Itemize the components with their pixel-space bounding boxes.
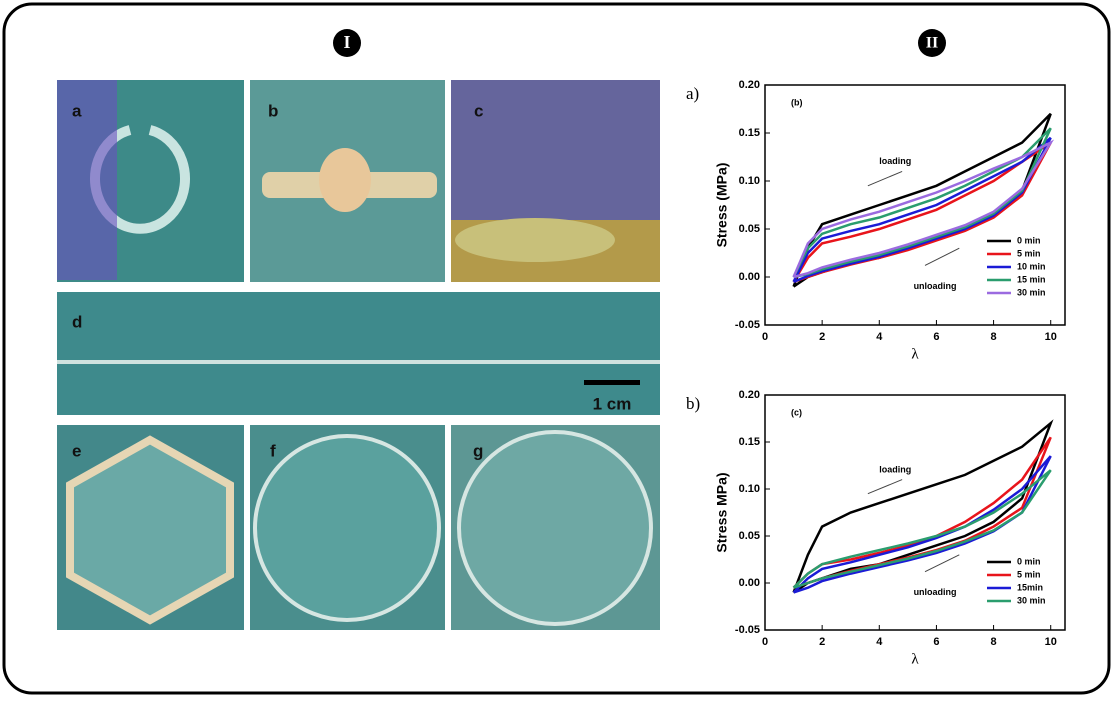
y-tick-label: 0.05 [739, 223, 760, 235]
y-tick-label: 0.15 [739, 127, 760, 139]
x-tick-label: 8 [991, 636, 997, 648]
photo-label: g [473, 441, 483, 460]
scale-bar-label: 1 cm [593, 394, 632, 413]
annotation: unloading [914, 587, 957, 597]
photo-label: d [72, 312, 82, 331]
photo-object [255, 436, 439, 620]
x-tick-label: 0 [762, 636, 768, 648]
legend-label: 30 min [1017, 287, 1046, 297]
x-tick-label: 4 [876, 331, 883, 343]
x-tick-label: 4 [876, 636, 883, 648]
y-tick-label: 0.00 [739, 577, 760, 589]
y-tick-label: -0.05 [735, 624, 760, 636]
y-tick-label: 0.05 [739, 530, 760, 542]
photo-label: b [268, 101, 278, 120]
legend-label: 30 min [1017, 595, 1046, 605]
panel-label: b) [686, 394, 700, 413]
annotation: loading [879, 465, 911, 475]
y-tick-label: -0.05 [735, 319, 760, 331]
glove [57, 80, 117, 280]
x-tick-label: 2 [819, 331, 825, 343]
legend-label: 5 min [1017, 569, 1041, 579]
photo-label: f [270, 441, 276, 460]
y-tick-label: 0.20 [739, 79, 760, 91]
x-tick-label: 2 [819, 636, 825, 648]
x-tick-label: 10 [1045, 636, 1057, 648]
photos: a b c d e f g 1 cm [57, 80, 660, 630]
y-tick-label: 0.10 [739, 175, 760, 187]
section-label: II [926, 35, 938, 52]
x-tick-label: 10 [1045, 331, 1057, 343]
panel-label: a) [686, 84, 699, 103]
figure: I II a b c d e f g 1 cm a) (b) -0.05 0.00 0.… [0, 0, 1113, 697]
photo-object [70, 440, 230, 620]
annotation: unloading [914, 281, 957, 291]
x-tick-label: 8 [991, 331, 997, 343]
photo-label: c [474, 101, 483, 120]
x-tick-label: 0 [762, 331, 768, 343]
legend-label: 0 min [1017, 556, 1041, 566]
x-axis-label: λ [911, 346, 919, 362]
annotation: loading [879, 156, 911, 166]
photo-label: a [72, 101, 82, 120]
scale-bar [584, 380, 640, 385]
legend-label: 15min [1017, 582, 1043, 592]
y-axis-label: Stress MPa) [714, 472, 730, 552]
legend-label: 5 min [1017, 248, 1041, 258]
photo-label: e [72, 441, 81, 460]
inset-label: (b) [791, 97, 803, 107]
legend-label: 10 min [1017, 261, 1046, 271]
x-tick-label: 6 [933, 331, 939, 343]
y-tick-label: 0.20 [739, 389, 760, 401]
y-axis-label: Stress (MPa) [714, 163, 730, 248]
photo [57, 292, 660, 415]
photo-object [319, 148, 371, 212]
y-tick-label: 0.15 [739, 436, 760, 448]
photo-object [455, 218, 615, 262]
legend-label: 15 min [1017, 274, 1046, 284]
inset-label: (c) [791, 407, 802, 417]
photo-object [459, 432, 651, 624]
y-tick-label: 0.10 [739, 483, 760, 495]
section-label: I [343, 32, 350, 52]
y-tick-label: 0.00 [739, 271, 760, 283]
legend-label: 0 min [1017, 235, 1041, 245]
x-tick-label: 6 [933, 636, 939, 648]
x-axis-label: λ [911, 651, 919, 667]
